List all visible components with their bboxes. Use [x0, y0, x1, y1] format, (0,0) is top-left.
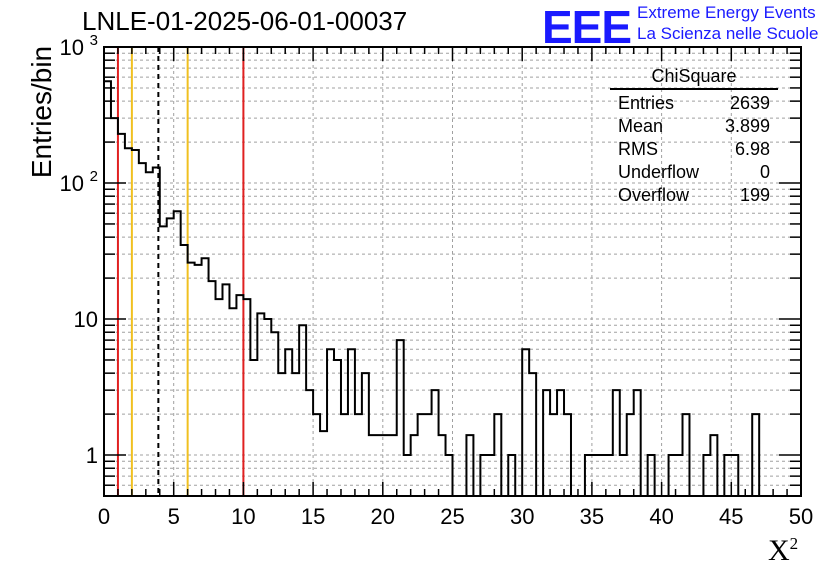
x-tick-label: 5: [168, 504, 180, 529]
stats-title: ChiSquare: [610, 66, 778, 90]
x-axis-label: X2: [768, 534, 798, 568]
chart-title: LNLE-01-2025-06-01-00037: [82, 6, 408, 36]
eee-logo: EEE: [542, 1, 632, 53]
stats-value: 2639: [729, 93, 770, 113]
y-axis-label: Entries/bin: [26, 45, 57, 179]
x-tick-label: 40: [649, 504, 673, 529]
x-tick-label: 10: [231, 504, 255, 529]
x-tick-label: 45: [719, 504, 743, 529]
stats-label: Underflow: [618, 162, 700, 182]
y-tick-label: 10: [60, 35, 84, 60]
x-axis-label-base: X: [768, 534, 790, 567]
y-tick-label-exp: 3: [90, 32, 98, 49]
stats-label: Entries: [618, 93, 675, 113]
stats-row-underflow: Underflow 0: [610, 161, 778, 184]
x-tick-label: 20: [371, 504, 395, 529]
y-tick-label: 10: [74, 307, 98, 332]
y-tick-label: 1: [86, 443, 98, 468]
brand-line-2: La Scienza nelle Scuole: [637, 24, 819, 43]
x-tick-label: 25: [440, 504, 464, 529]
stats-row-rms: RMS 6.98: [610, 138, 778, 161]
stats-label: Overflow: [618, 185, 690, 205]
x-tick-label: 30: [510, 504, 534, 529]
y-tick-label-exp: 2: [90, 168, 98, 185]
stats-box: ChiSquare Entries 2639 Mean 3.899 RMS 6.98 …: [610, 66, 778, 207]
x-tick-label: 35: [580, 504, 604, 529]
stats-label: Mean: [618, 116, 664, 136]
brand-line-1: Extreme Energy Events: [637, 3, 816, 22]
stats-row-entries: Entries 2639: [610, 92, 778, 115]
stats-row-mean: Mean 3.899: [610, 115, 778, 138]
stats-value: 199: [739, 185, 770, 205]
stats-row-overflow: Overflow 199: [610, 184, 778, 207]
x-axis-label-exp: 2: [789, 534, 799, 553]
x-tick-label: 0: [98, 504, 110, 529]
stats-value: 0: [759, 162, 770, 182]
stats-value: 3.899: [724, 116, 770, 136]
x-tick-label: 15: [301, 504, 325, 529]
stats-value: 6.98: [734, 139, 770, 159]
y-tick-label: 10: [60, 171, 84, 196]
stats-label: RMS: [618, 139, 658, 159]
x-tick-label: 50: [789, 504, 813, 529]
